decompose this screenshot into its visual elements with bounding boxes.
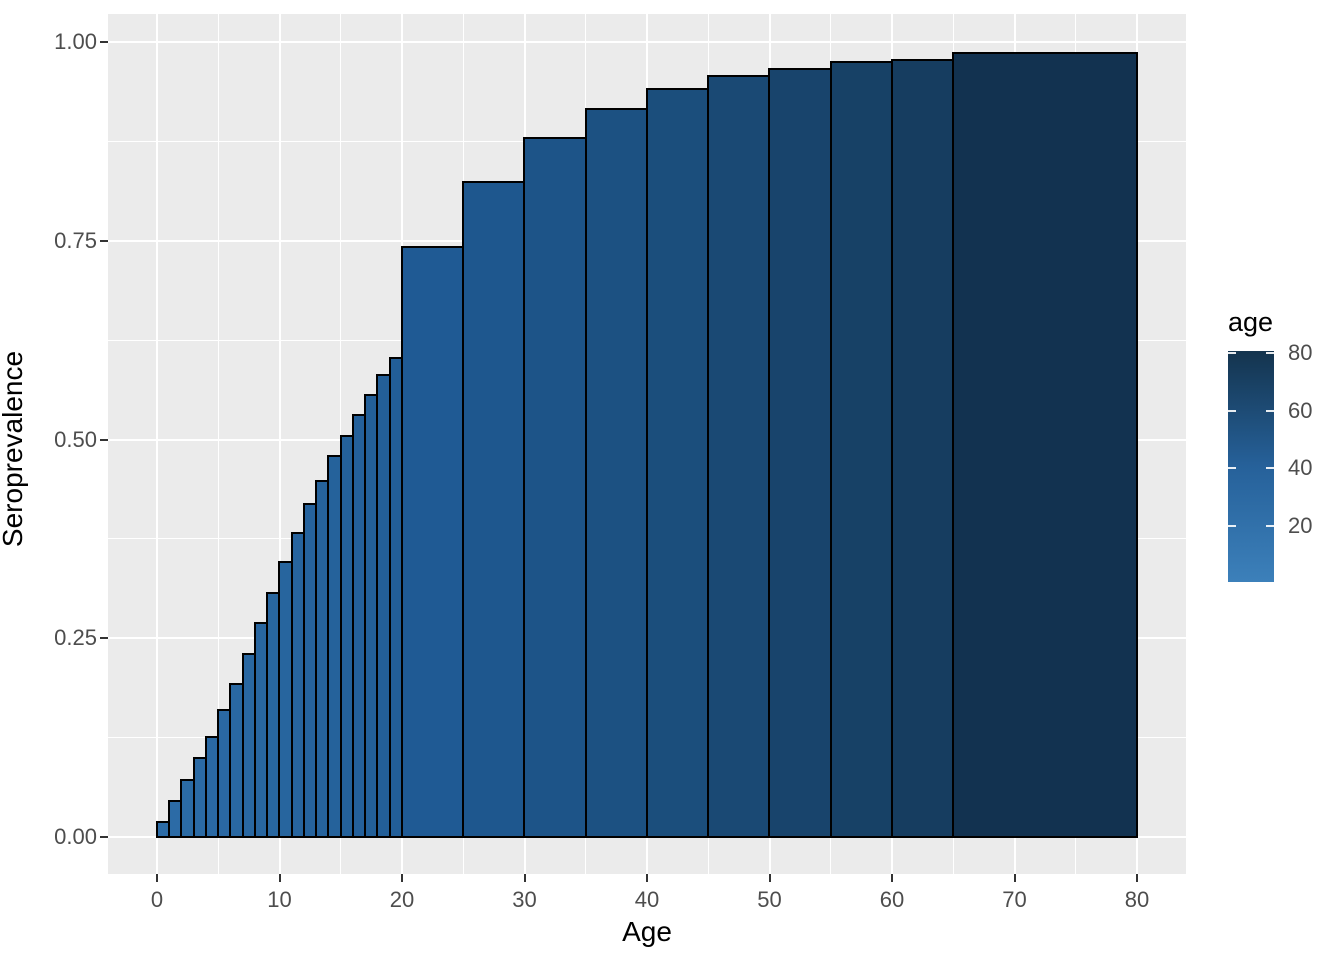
y-tick-mark — [100, 40, 108, 43]
bar-age-25-30 — [462, 180, 526, 839]
y-tick-mark — [100, 637, 108, 640]
x-tick-label: 70 — [1002, 887, 1027, 912]
bar-age-35-40 — [584, 107, 649, 839]
grid-minor-x — [217, 14, 219, 874]
legend-colorbar — [1228, 351, 1274, 582]
y-tick-mark — [100, 836, 108, 838]
x-tick-mark — [278, 874, 281, 882]
y-tick-label: 0.00 — [54, 824, 97, 849]
bar-age-50-55 — [768, 67, 832, 839]
legend-tick-mark — [1228, 525, 1236, 527]
grid-major-x — [156, 14, 158, 874]
x-tick-mark — [523, 874, 526, 882]
bar-age-65-80 — [952, 51, 1139, 839]
bar-age-60-65 — [890, 59, 955, 839]
legend-tick-mark — [1266, 525, 1274, 527]
legend-tick-mark — [1266, 352, 1274, 354]
y-tick-label: 0.25 — [54, 625, 97, 651]
legend-label: 40 — [1288, 455, 1313, 481]
x-tick-label: 80 — [1124, 887, 1150, 912]
legend-tick-mark — [1228, 467, 1236, 470]
x-tick-label: 60 — [879, 887, 905, 912]
bar-age-40-45 — [645, 87, 710, 839]
legend-label: 20 — [1288, 513, 1313, 538]
legend-title: age — [1228, 307, 1274, 337]
x-tick-label: 50 — [757, 887, 782, 912]
legend-label: 80 — [1288, 340, 1313, 365]
grid-major-x — [278, 14, 281, 874]
legend-tick-mark — [1228, 409, 1236, 412]
x-tick-mark — [401, 874, 403, 882]
bar-age-20-25 — [400, 245, 465, 839]
x-tick-mark — [1136, 874, 1138, 882]
x-tick-label: 40 — [634, 887, 660, 912]
legend-label: 60 — [1288, 397, 1313, 423]
x-tick-label: 0 — [150, 887, 164, 912]
legend-tick-mark — [1266, 409, 1274, 412]
y-tick-label: 0.75 — [54, 227, 97, 253]
x-tick-label: 10 — [267, 887, 292, 912]
y-tick-mark — [100, 239, 108, 242]
legend-tick-mark — [1228, 352, 1236, 354]
x-tick-mark — [156, 874, 158, 882]
bar-age-45-50 — [707, 74, 771, 839]
x-tick-mark — [646, 874, 648, 882]
x-tick-mark — [768, 874, 771, 882]
x-tick-mark — [1013, 874, 1016, 882]
legend-tick-mark — [1266, 467, 1274, 470]
y-axis-title: Seroprevalence — [0, 350, 28, 548]
x-axis-title: Age — [622, 916, 672, 947]
bar-age-30-35 — [523, 136, 587, 839]
y-tick-label: 1.00 — [54, 28, 97, 54]
x-tick-label: 20 — [389, 887, 415, 912]
x-tick-mark — [891, 874, 893, 882]
bar-age-55-60 — [829, 61, 894, 839]
y-tick-mark — [100, 438, 108, 441]
x-tick-label: 30 — [512, 887, 537, 912]
y-tick-label: 0.50 — [54, 426, 97, 452]
